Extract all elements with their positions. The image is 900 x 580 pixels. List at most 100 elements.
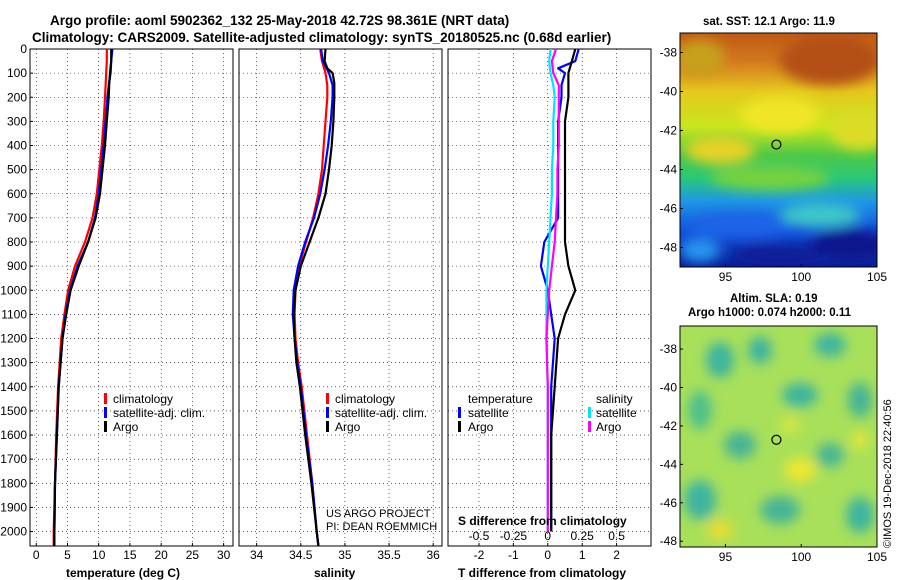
legend-satellite-label: satellite-adj. clim.: [335, 406, 427, 420]
figure-title-line2: Climatology: CARS2009. Satellite-adjuste…: [32, 30, 611, 45]
sst-map-image: [680, 33, 877, 267]
sst-argo-location-marker: [771, 139, 782, 150]
legend-argo-swatch: [326, 421, 329, 432]
sst-map-frame: [679, 32, 878, 268]
series-t-argo: [550, 48, 577, 532]
s-diff-tick-label: 0: [544, 529, 551, 543]
sst-map-axes: 95 100 105 -38 -40 -42 -44 -46 -48: [660, 46, 888, 285]
x-tick-label: -1: [508, 548, 519, 562]
legend-s-argo-label: Argo: [596, 420, 622, 434]
map-y-tick-label: -46: [660, 496, 678, 510]
legend-argo-swatch: [104, 421, 107, 432]
map-y-tick-label: -44: [660, 457, 678, 471]
map-y-tick-label: -42: [660, 124, 678, 138]
salinity-panel-frame: [238, 48, 443, 547]
x-tick-label: 5: [64, 548, 71, 562]
x-tick-label: 34: [250, 548, 264, 562]
x-tick-label: 34.5: [289, 548, 313, 562]
legend-s-satellite-label: satellite: [596, 406, 637, 420]
x-tick-label: 1: [579, 548, 586, 562]
legend-salinity-title: salinity: [596, 392, 633, 406]
sla-map-axes: 95 100 105 -38 -40 -42 -44 -46 -48: [660, 342, 888, 564]
difference-legend: temperature satellite Argo salinity sate…: [458, 392, 637, 434]
legend-temperature-title: temperature: [468, 392, 533, 406]
depth-tick-label: 800: [7, 235, 27, 249]
legend-argo-label: Argo: [335, 420, 361, 434]
legend-satellite-swatch: [104, 407, 107, 418]
map-y-tick-label: -40: [660, 380, 678, 394]
x-tick-label: 30: [217, 548, 231, 562]
sla-map-title-line1: Altim. SLA: 0.19: [730, 293, 818, 305]
depth-tick-label: 1100: [1, 307, 27, 321]
legend-argo-label: Argo: [113, 420, 139, 434]
t-difference-axis-label: T difference from climatology: [458, 566, 626, 580]
x-tick-label: 20: [154, 548, 168, 562]
series-t-satellite: [539, 48, 580, 532]
salinity-legend: climatology satellite-adj. clim. Argo: [326, 392, 427, 434]
depth-tick-label: 1500: [0, 404, 27, 418]
depth-tick-label: 200: [7, 90, 27, 104]
legend-s-argo-swatch: [588, 421, 591, 432]
salinity-axis-label: salinity: [314, 566, 356, 580]
series-satellite: [291, 48, 334, 547]
map-y-tick-label: -42: [660, 419, 678, 433]
legend-satellite-label: satellite-adj. clim.: [113, 406, 205, 420]
x-tick-label: 0: [33, 548, 40, 562]
salinity-difference-x-axis: -0.5 -0.25 0 0.25 0.5: [469, 529, 626, 543]
profile-series: [52, 48, 580, 547]
s-difference-axis-label: S difference from climatology: [458, 514, 627, 528]
legend-t-satellite-swatch: [458, 407, 461, 418]
map-x-tick-label: 105: [867, 270, 887, 284]
x-tick-label: 10: [92, 548, 106, 562]
legend-t-satellite-label: satellite: [468, 406, 509, 420]
legend-satellite-swatch: [326, 407, 329, 418]
legend-climatology-swatch: [104, 393, 107, 404]
x-tick-label: -2: [474, 548, 485, 562]
series-argo: [292, 48, 336, 547]
map-y-tick-label: -38: [660, 342, 678, 356]
project-credit-line2: PI: DEAN ROEMMICH: [326, 521, 437, 533]
s-diff-tick-label: 0.25: [571, 529, 595, 543]
map-x-tick-label: 100: [791, 270, 811, 284]
sla-map-image: [680, 326, 877, 547]
legend-t-argo-swatch: [458, 421, 461, 432]
depth-tick-label: 1700: [0, 452, 27, 466]
depth-tick-label: 300: [7, 114, 27, 128]
map-y-tick-label: -46: [660, 202, 678, 216]
x-tick-label: 15: [123, 548, 137, 562]
depth-tick-label: 700: [7, 211, 27, 225]
map-y-tick-label: -48: [660, 534, 678, 548]
temperature-panel-frame: [29, 48, 234, 547]
depth-tick-label: 900: [7, 259, 27, 273]
map-y-tick-label: -44: [660, 163, 678, 177]
map-x-tick-label: 95: [719, 270, 733, 284]
figure-title-line1: Argo profile: aoml 5902362_132 25-May-20…: [50, 13, 509, 28]
temperature-x-axis: 0 5 10 15 20 25 30: [33, 543, 231, 562]
depth-tick-label: 100: [7, 66, 27, 80]
depth-tick-label: 1900: [0, 500, 27, 514]
map-y-tick-label: -38: [660, 46, 678, 60]
depth-tick-label: 1200: [0, 332, 27, 346]
s-diff-tick-label: -0.5: [469, 529, 490, 543]
depth-tick-label: 2000: [0, 525, 27, 539]
legend-climatology-label: climatology: [335, 392, 395, 406]
map-y-tick-label: -40: [660, 85, 678, 99]
series-s-argo: [545, 48, 560, 532]
legend-s-satellite-swatch: [588, 407, 591, 418]
sla-map-title-line2: Argo h1000: 0.074 h2000: 0.11: [688, 307, 852, 319]
sla-map-frame: [679, 325, 878, 548]
depth-tick-label: 1800: [0, 476, 27, 490]
map-y-tick-label: -48: [660, 241, 678, 255]
project-credit-line1: US ARGO PROJECT: [326, 508, 431, 520]
imos-timestamp: ©IMOS 19-Dec-2018 22:40:56: [882, 399, 894, 548]
temperature-axis-label: temperature (deg C): [66, 566, 180, 580]
x-tick-label: 2: [613, 548, 620, 562]
map-x-tick-label: 100: [791, 550, 811, 564]
legend-climatology-label: climatology: [113, 392, 173, 406]
depth-axis: 0 100 200 300 400 500 600 700 800 900 1000 1100 1200…: [0, 42, 33, 539]
legend-climatology-swatch: [326, 393, 329, 404]
x-tick-label: 36: [426, 548, 440, 562]
salinity-x-axis: 34 34.5 35 35.5 36: [250, 543, 440, 562]
depth-tick-label: 500: [7, 163, 27, 177]
